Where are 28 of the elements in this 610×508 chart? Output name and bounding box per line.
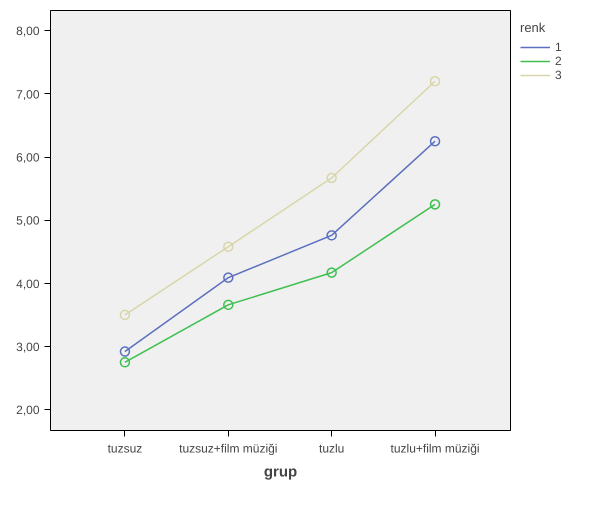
legend-label: 3	[555, 68, 563, 82]
point	[430, 199, 440, 210]
point	[326, 230, 337, 241]
y-tick-label: 6,00	[16, 150, 40, 165]
x-axis-title: grup	[264, 464, 298, 480]
y-tick-label: 4,00	[16, 276, 40, 291]
legend-label: 1	[555, 40, 563, 54]
y-tick-label: 5,00	[16, 214, 40, 228]
point	[120, 346, 130, 357]
y-tick-label: 8,00	[16, 24, 40, 38]
y-tick-label: 3,00	[16, 340, 40, 354]
legend-label: 2	[555, 54, 563, 68]
point	[430, 136, 440, 146]
x-tick-label: tuzlu+film müziği	[390, 442, 480, 456]
point	[120, 310, 130, 320]
point	[223, 272, 234, 283]
y-tick-label: 2,00	[16, 403, 40, 418]
point	[430, 76, 440, 86]
point	[223, 300, 234, 310]
point	[326, 172, 337, 184]
point	[223, 241, 234, 252]
y-tick-label: 7,00	[16, 87, 40, 102]
legend-title: renk	[520, 20, 546, 35]
x-tick-label: tuzsuz	[108, 442, 142, 456]
point	[120, 357, 130, 368]
x-tick-label: tuzsuz+film müziği	[179, 442, 278, 456]
x-tick-label: tuzlu	[318, 442, 344, 456]
point	[326, 267, 337, 278]
